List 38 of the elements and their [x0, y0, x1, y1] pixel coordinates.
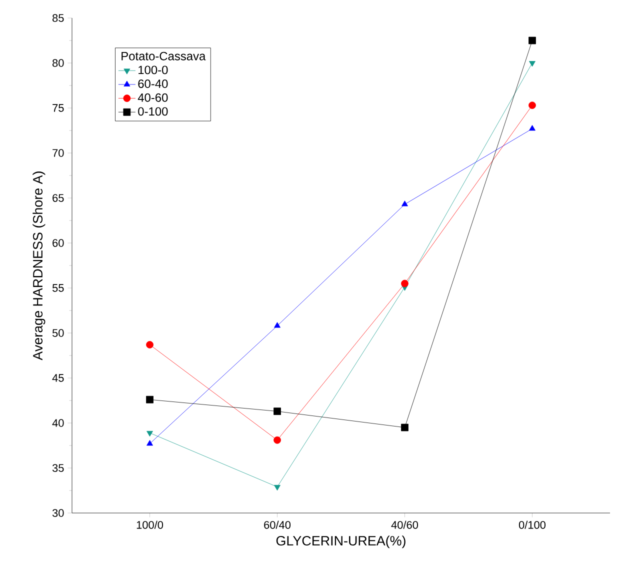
y-tick-label: 35 — [52, 464, 64, 472]
legend-label: 100-0 — [138, 66, 168, 74]
legend-label: 0-100 — [138, 107, 168, 116]
y-tick-label: 75 — [52, 104, 64, 112]
point — [402, 200, 408, 206]
point — [528, 102, 536, 109]
point — [274, 408, 281, 415]
x-tick-label: 100/0 — [136, 520, 164, 529]
y-tick-label: 45 — [52, 374, 64, 382]
x-axis-title: GLYCERIN-UREA(%) — [276, 536, 406, 548]
y-tick-label: 80 — [52, 59, 64, 67]
point — [529, 61, 536, 67]
x-tick-label: 0/100 — [518, 520, 546, 529]
point — [146, 440, 153, 446]
point — [401, 424, 408, 432]
legend-title: Potato-Cassava — [122, 52, 206, 60]
y-tick-label: 50 — [52, 329, 64, 337]
point — [274, 484, 280, 491]
y-tick-label: 70 — [52, 149, 64, 157]
point — [146, 341, 154, 348]
y-tick-label: 85 — [52, 14, 64, 22]
point — [274, 322, 280, 328]
x-tick-label: 40/60 — [391, 520, 418, 529]
point — [274, 436, 281, 444]
y-tick-label: 55 — [52, 284, 64, 292]
y-tick-label: 30 — [52, 509, 64, 517]
legend-label: 40-60 — [138, 93, 168, 102]
y-tick-label: 65 — [52, 194, 64, 202]
x-tick-label: 60/40 — [264, 520, 291, 529]
y-axis-title: Average HARDNESS (Shore A) — [32, 172, 46, 360]
point — [146, 396, 154, 404]
legend-label: 60-40 — [138, 80, 168, 88]
y-tick-label: 60 — [52, 239, 64, 247]
point — [146, 430, 153, 437]
point — [528, 36, 536, 44]
y-tick-label: 40 — [52, 419, 64, 427]
point — [529, 125, 536, 131]
point — [401, 280, 408, 288]
